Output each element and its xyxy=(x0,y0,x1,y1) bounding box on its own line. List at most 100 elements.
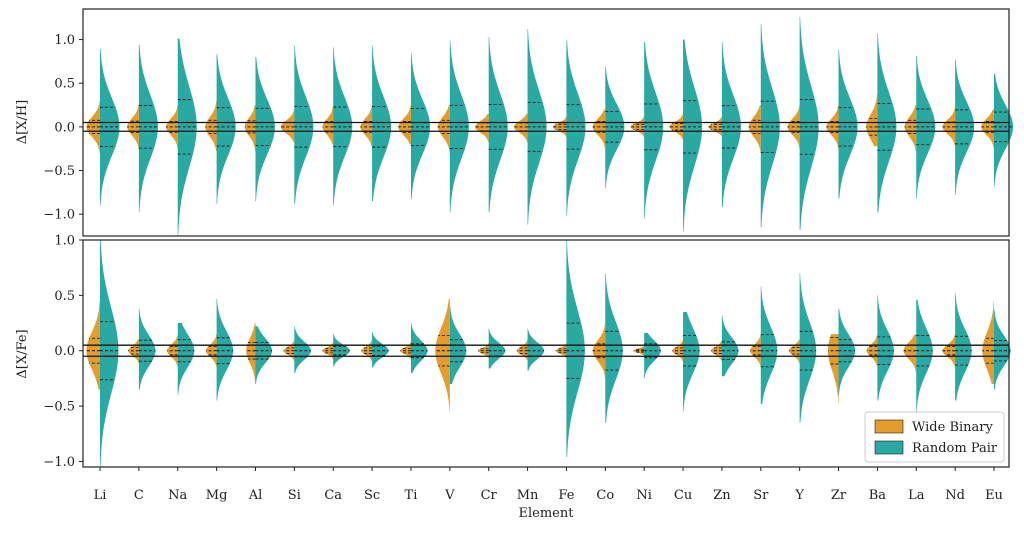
violin-random-pair-ti xyxy=(410,52,430,200)
violin-wide-binary-cr xyxy=(475,113,489,143)
x-tick-label-v: V xyxy=(444,488,455,503)
violin-wide-binary-co xyxy=(592,109,606,149)
violin-random-pair-y xyxy=(799,16,819,230)
violin-random-pair-y xyxy=(799,273,817,423)
violin-random-pair-mg xyxy=(216,298,234,401)
violin-wide-binary-zr xyxy=(827,334,839,404)
violin-random-pair-ca xyxy=(333,47,353,206)
violin-random-pair-na xyxy=(177,38,197,237)
violin-random-pair-na xyxy=(177,323,195,396)
violin-random-pair-mg xyxy=(216,54,236,204)
reference-lines-x-over-fe xyxy=(83,344,1009,357)
violin-random-pair-sc xyxy=(372,45,392,202)
violin-wide-binary-si xyxy=(280,109,295,143)
panel-x-over-fe-frame xyxy=(82,239,1010,468)
x-tick-label-mg: Mg xyxy=(206,488,228,503)
legend-swatch-random-pair xyxy=(874,440,904,455)
violin-random-pair-cu xyxy=(683,39,703,232)
x-tick-label-ni: Ni xyxy=(636,488,652,503)
violin-random-pair-zr xyxy=(838,50,858,199)
violin-random-pair-cr xyxy=(488,36,508,213)
violin-random-pair-sr xyxy=(760,23,780,228)
y-tick-label: −1.0 xyxy=(43,455,75,470)
x-tick-label-ca: Ca xyxy=(324,488,342,503)
violin-random-pair-si xyxy=(294,45,314,204)
y-tick-label: −0.5 xyxy=(43,400,75,415)
x-tick-label-ba: Ba xyxy=(869,488,887,503)
x-tick-label-co: Co xyxy=(596,488,614,503)
x-tick-label-na: Na xyxy=(168,488,187,503)
violin-wide-binary-sr xyxy=(748,105,761,154)
legend-swatch-wide-binary xyxy=(874,419,904,434)
legend-label-wide-binary: Wide Binary xyxy=(912,420,993,435)
y-tick-label: 0.5 xyxy=(54,77,75,92)
reference-lines-x-over-h xyxy=(83,121,1009,132)
violin-random-pair-co xyxy=(605,66,625,188)
violin-wide-binary-ca xyxy=(322,105,334,145)
violin-wide-binary-ti xyxy=(398,105,411,145)
violin-random-pair-ni xyxy=(644,42,664,219)
violin-random-pair-nd xyxy=(955,59,975,195)
x-tick-label-zn: Zn xyxy=(713,488,731,503)
violin-random-pair-mn xyxy=(527,29,547,225)
y-tick-label: −1.0 xyxy=(43,208,75,223)
violin-random-pair-si xyxy=(294,326,311,373)
legend-label-random-pair: Random Pair xyxy=(912,441,998,456)
violins-x-over-h xyxy=(86,16,1014,237)
violin-wide-binary-mn xyxy=(513,113,528,143)
x-tick-label-sc: Sc xyxy=(364,488,380,503)
violin-random-pair-c xyxy=(138,44,158,213)
violin-random-pair-c xyxy=(138,308,156,390)
violin-wide-binary-eu xyxy=(981,109,994,149)
x-tick-label-mn: Mn xyxy=(517,488,539,503)
violin-random-pair-li xyxy=(100,49,120,206)
violin-random-pair-mn xyxy=(527,328,545,371)
violin-wide-binary-al xyxy=(246,323,256,384)
y-tick-label: 1.0 xyxy=(54,234,75,249)
y-axis-label-x-over-h: Δ[X/H] xyxy=(15,100,30,145)
violin-random-pair-fe xyxy=(566,40,586,216)
x-tick-label-li: Li xyxy=(94,488,107,503)
violin-random-pair-co xyxy=(605,273,623,423)
x-axis-label: Element xyxy=(519,506,575,521)
violin-random-pair-eu xyxy=(994,309,1011,390)
y-tick-label: 0.5 xyxy=(54,289,75,304)
x-tick-label-zr: Zr xyxy=(831,488,847,503)
x-tick-label-cr: Cr xyxy=(481,488,498,503)
y-tick-label: 1.0 xyxy=(54,33,75,48)
violin-random-pair-ca xyxy=(333,334,350,367)
x-tick-label-la: La xyxy=(908,488,925,503)
violin-random-pair-eu xyxy=(994,73,1014,187)
violin-random-pair-cu xyxy=(683,311,700,412)
x-tick-label-cu: Cu xyxy=(674,488,692,503)
violin-wide-binary-sc xyxy=(360,105,373,147)
violin-wide-binary-mg xyxy=(205,100,217,152)
y-tick-label: 0.0 xyxy=(54,344,75,359)
violin-random-pair-la xyxy=(916,56,936,199)
y-ticks-x-over-h: 1.0 0.5 0.0 −0.5 −1.0 xyxy=(43,33,83,223)
y-tick-label: 0.0 xyxy=(54,120,75,135)
x-ticks: Li C Na Mg Al Si Ca Sc Ti V Cr Mn Fe Co Ni Cu Zn Sr Y Zr Ba L… xyxy=(94,467,1003,503)
violin-random-pair-v xyxy=(449,40,469,213)
violin-random-pair-ba xyxy=(877,295,894,401)
violin-random-pair-al xyxy=(255,326,272,384)
violin-wide-binary-la xyxy=(904,105,917,154)
violin-random-pair-nd xyxy=(955,293,972,401)
violin-wide-binary-la xyxy=(903,334,917,373)
x-tick-label-si: Si xyxy=(288,488,301,503)
violin-random-pair-cr xyxy=(488,328,506,369)
x-tick-label-c: C xyxy=(134,488,144,503)
panel-x-over-h-frame xyxy=(82,8,1010,237)
x-tick-label-al: Al xyxy=(248,488,263,503)
x-tick-label-fe: Fe xyxy=(558,488,574,503)
y-ticks-x-over-fe: 1.0 0.5 0.0 −0.5 −1.0 xyxy=(43,234,83,470)
x-tick-label-sr: Sr xyxy=(753,488,769,503)
legend: Wide Binary Random Pair xyxy=(864,411,1005,463)
panel-x-over-h: 1.0 0.5 0.0 −0.5 −1.0 Δ[X/H] xyxy=(15,8,1014,237)
y-axis-label-x-over-fe: Δ[X/Fe] xyxy=(15,329,30,378)
violin-random-pair-fe xyxy=(566,240,585,458)
violin-random-pair-ti xyxy=(410,323,428,373)
violin-random-pair-al xyxy=(255,57,275,202)
violin-random-pair-zn xyxy=(721,42,741,208)
